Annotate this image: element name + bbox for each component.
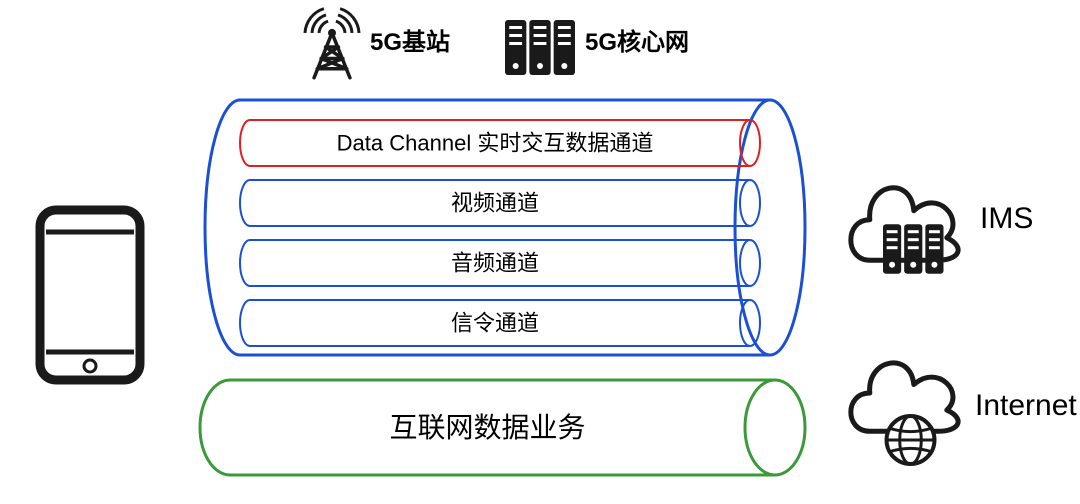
channel-cylinder-2: 音频通道 [240,240,760,286]
channel-cylinder-2-label: 音频通道 [451,251,539,276]
antenna-icon [305,9,359,78]
core-network-icon [505,20,575,75]
ims-cloud-icon [851,188,958,274]
phone-icon [40,210,140,380]
internet-cloud-icon [851,363,958,464]
internet-pipe-cylinder-label: 互联网数据业务 [389,412,585,443]
channel-cylinder-0: Data Channel 实时交互数据通道 [240,120,760,166]
ims-label: IMS [980,202,1033,235]
channel-cylinder-3: 信令通道 [240,300,760,346]
core-network-label: 5G核心网 [585,28,689,56]
channel-cylinder-0-label: Data Channel 实时交互数据通道 [337,131,654,156]
channel-cylinder-1: 视频通道 [240,180,760,226]
internet-pipe-cylinder: 互联网数据业务 [200,380,805,475]
internet-label: Internet [975,389,1077,422]
antenna-label: 5G基站 [370,29,450,56]
channel-cylinder-1-label: 视频通道 [451,191,539,216]
channel-cylinder-3-label: 信令通道 [451,311,539,336]
